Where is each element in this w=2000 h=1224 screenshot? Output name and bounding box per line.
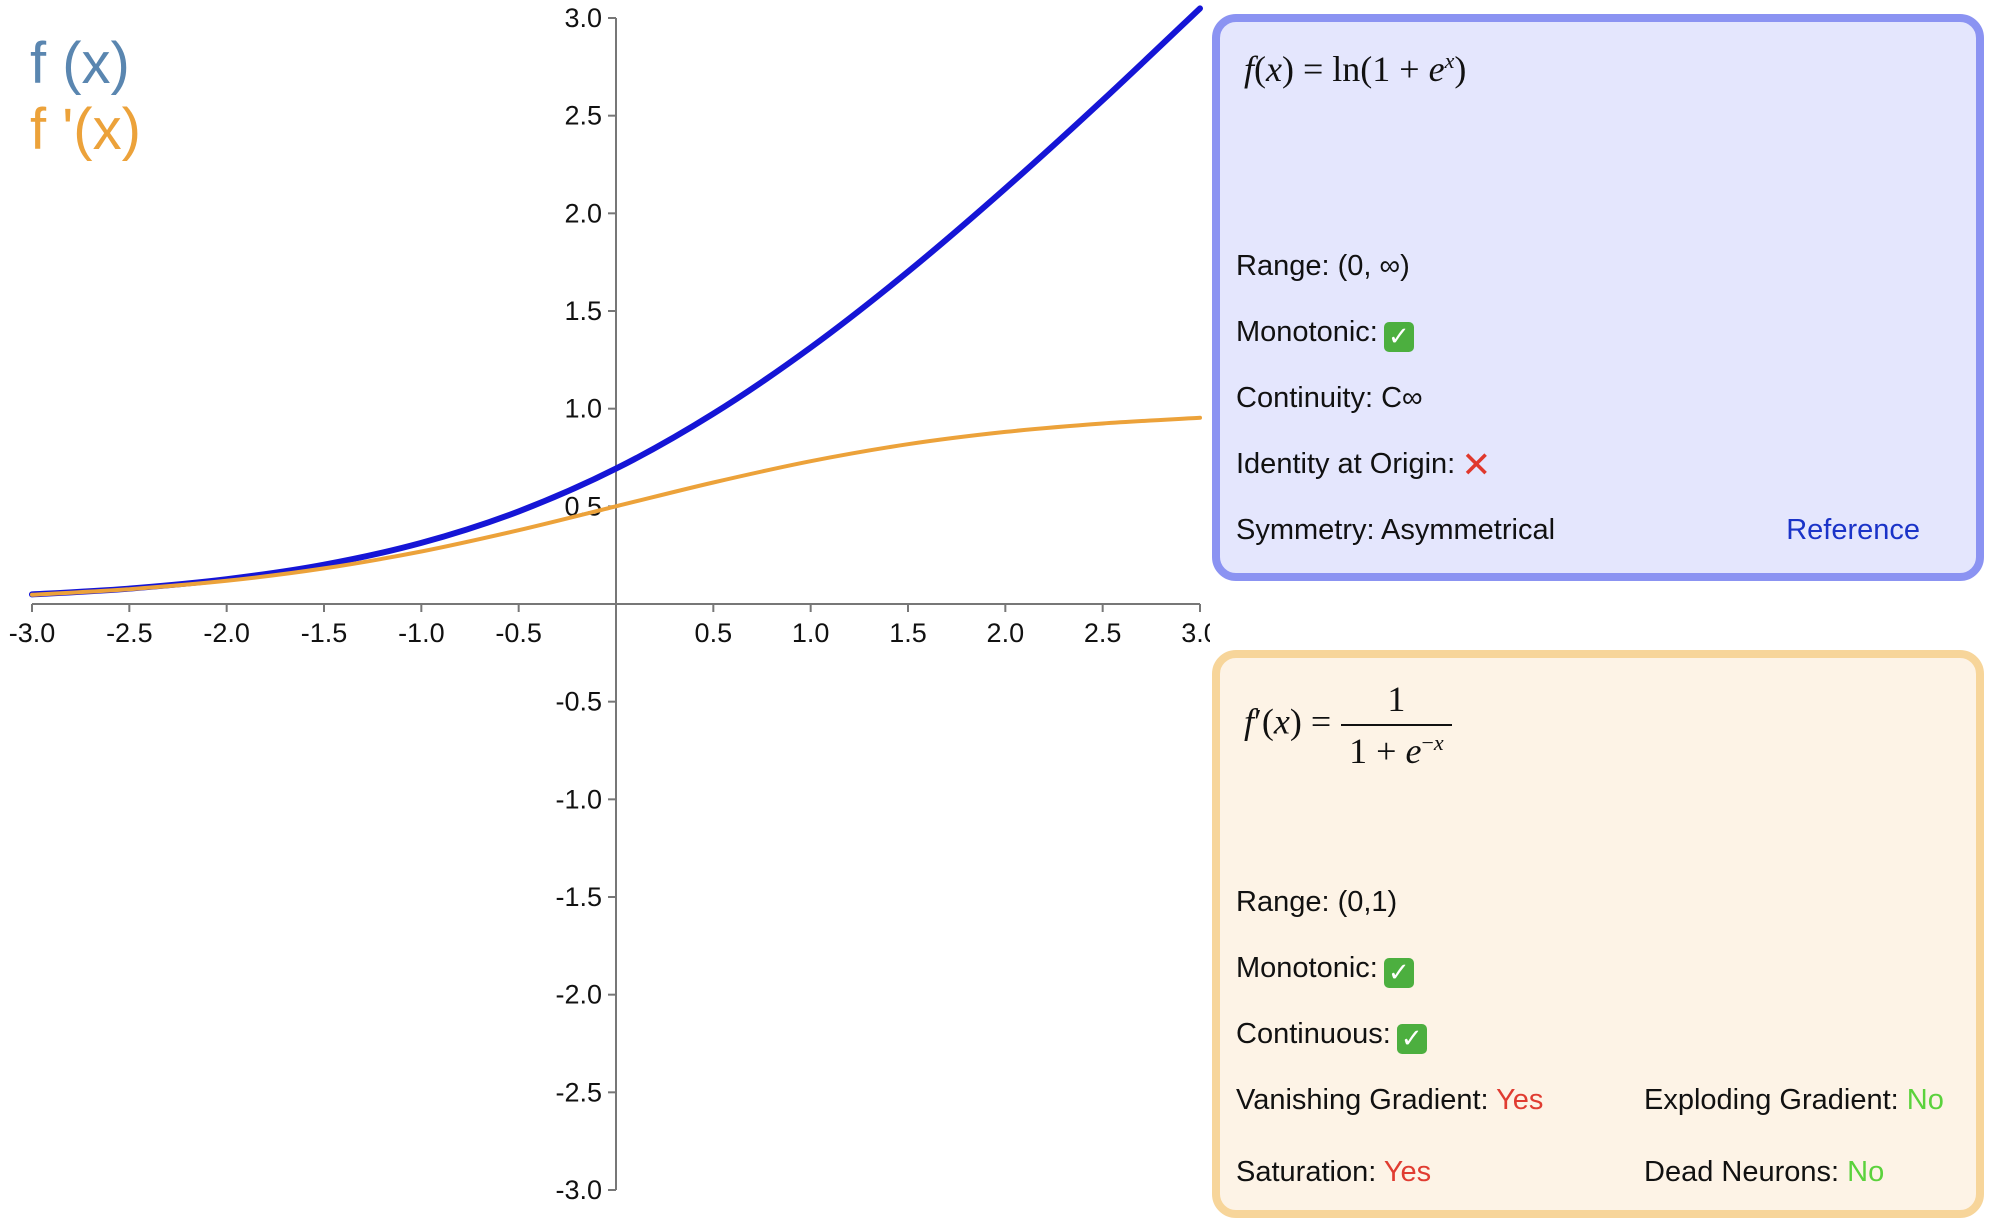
vanishing-gradient-value: Yes xyxy=(1496,1084,1544,1116)
identity-label: Identity at Origin: xyxy=(1236,448,1456,480)
y-tick-label: -3.0 xyxy=(555,1175,602,1205)
series-layer xyxy=(29,5,1203,598)
chart-axes xyxy=(32,18,1200,1190)
monotonic-label: Monotonic: xyxy=(1236,316,1378,348)
y-tick-label: -1.0 xyxy=(555,784,602,814)
x-tick-label: -2.0 xyxy=(203,618,250,648)
x-tick-label: -1.5 xyxy=(301,618,348,648)
exploding-gradient-label: Exploding Gradient: xyxy=(1644,1084,1899,1116)
continuous-row: Continuous: ✓ xyxy=(1236,1018,1427,1054)
derivative-monotonic-row: Monotonic: ✓ xyxy=(1236,952,1414,988)
continuity-text: Continuity: C∞ xyxy=(1236,382,1423,414)
x-axis-ticks: -3.0 -2.5 -2.0 -1.5 -1.0 -0.5 0.5 1.0 1.5 2.0 2.5 3… xyxy=(9,604,1210,648)
symmetry-text: Symmetry: Asymmetrical xyxy=(1236,514,1556,546)
derivative-range-text: Range: (0,1) xyxy=(1236,886,1398,918)
series-f-prime-line xyxy=(30,415,1202,597)
x-tick-label: 2.0 xyxy=(987,618,1025,648)
x-tick-label: -0.5 xyxy=(495,618,542,648)
y-tick-label: -2.0 xyxy=(555,980,602,1010)
y-tick-label: 1.0 xyxy=(564,394,602,424)
derivative-monotonic-label: Monotonic: xyxy=(1236,952,1378,984)
exploding-gradient-value: No xyxy=(1906,1084,1944,1116)
y-tick-label: 2.5 xyxy=(564,101,602,131)
saturation-row: Saturation: Yes xyxy=(1236,1156,1431,1189)
function-formula: f(x) = ln(1 + ex) xyxy=(1244,48,1467,89)
derivative-formula: f′(x) = 1 1 + e−x xyxy=(1244,678,1452,772)
x-tick-label: -1.0 xyxy=(398,618,445,648)
exploding-gradient-row: Exploding Gradient: No xyxy=(1644,1084,1944,1117)
y-tick-label: 3.0 xyxy=(564,3,602,33)
continuous-label: Continuous: xyxy=(1236,1018,1391,1050)
x-tick-label: 1.5 xyxy=(889,618,927,648)
check-icon: ✓ xyxy=(1383,322,1414,352)
check-icon: ✓ xyxy=(1383,958,1414,988)
vanishing-gradient-row: Vanishing Gradient: Yes xyxy=(1236,1084,1543,1117)
x-tick-label: 2.5 xyxy=(1084,618,1122,648)
y-tick-label: -2.5 xyxy=(555,1077,602,1107)
reference-link[interactable]: Reference xyxy=(1786,514,1920,546)
dead-neurons-value: No xyxy=(1847,1156,1885,1188)
cross-icon: ✕ xyxy=(1461,445,1492,486)
x-tick-label: -3.0 xyxy=(9,618,56,648)
derivative-info-panel: f′(x) = 1 1 + e−x Range: (0,1) Monotonic: ✓… xyxy=(1212,650,1984,1218)
check-icon: ✓ xyxy=(1396,1024,1427,1054)
y-tick-label: 1.5 xyxy=(564,296,602,326)
monotonic-row: Monotonic: ✓ xyxy=(1236,316,1414,352)
function-info-panel: f(x) = ln(1 + ex) Range: (0, ∞) Monotoni… xyxy=(1212,14,1984,581)
y-axis-ticks: 3.02.52.01.51.00.5-0.5-1.0-1.5-2.0-2.5-3… xyxy=(555,3,616,1205)
activation-chart: -3.0 -2.5 -2.0 -1.5 -1.0 -0.5 0.5 1.0 1.5 2.0 2.5 3… xyxy=(9,3,1210,1205)
y-tick-label: 2.0 xyxy=(564,198,602,228)
y-tick-label: -1.5 xyxy=(555,882,602,912)
x-tick-label: 3.0 xyxy=(1181,618,1210,648)
saturation-label: Saturation: xyxy=(1236,1156,1377,1188)
x-tick-label: 0.5 xyxy=(695,618,733,648)
saturation-value: Yes xyxy=(1383,1156,1432,1188)
x-tick-label: 1.0 xyxy=(792,618,830,648)
legend-f-prime: f '(x) xyxy=(30,97,141,162)
dead-neurons-label: Dead Neurons: xyxy=(1644,1156,1840,1188)
legend-f: f (x) xyxy=(30,31,130,96)
range-text: Range: (0, ∞) xyxy=(1236,250,1410,282)
identity-row: Identity at Origin: ✕ xyxy=(1236,445,1492,486)
dead-neurons-row: Dead Neurons: No xyxy=(1644,1156,1884,1189)
x-tick-label: -2.5 xyxy=(106,618,153,648)
vanishing-gradient-label: Vanishing Gradient: xyxy=(1236,1084,1489,1116)
y-tick-label: -0.5 xyxy=(555,687,602,717)
